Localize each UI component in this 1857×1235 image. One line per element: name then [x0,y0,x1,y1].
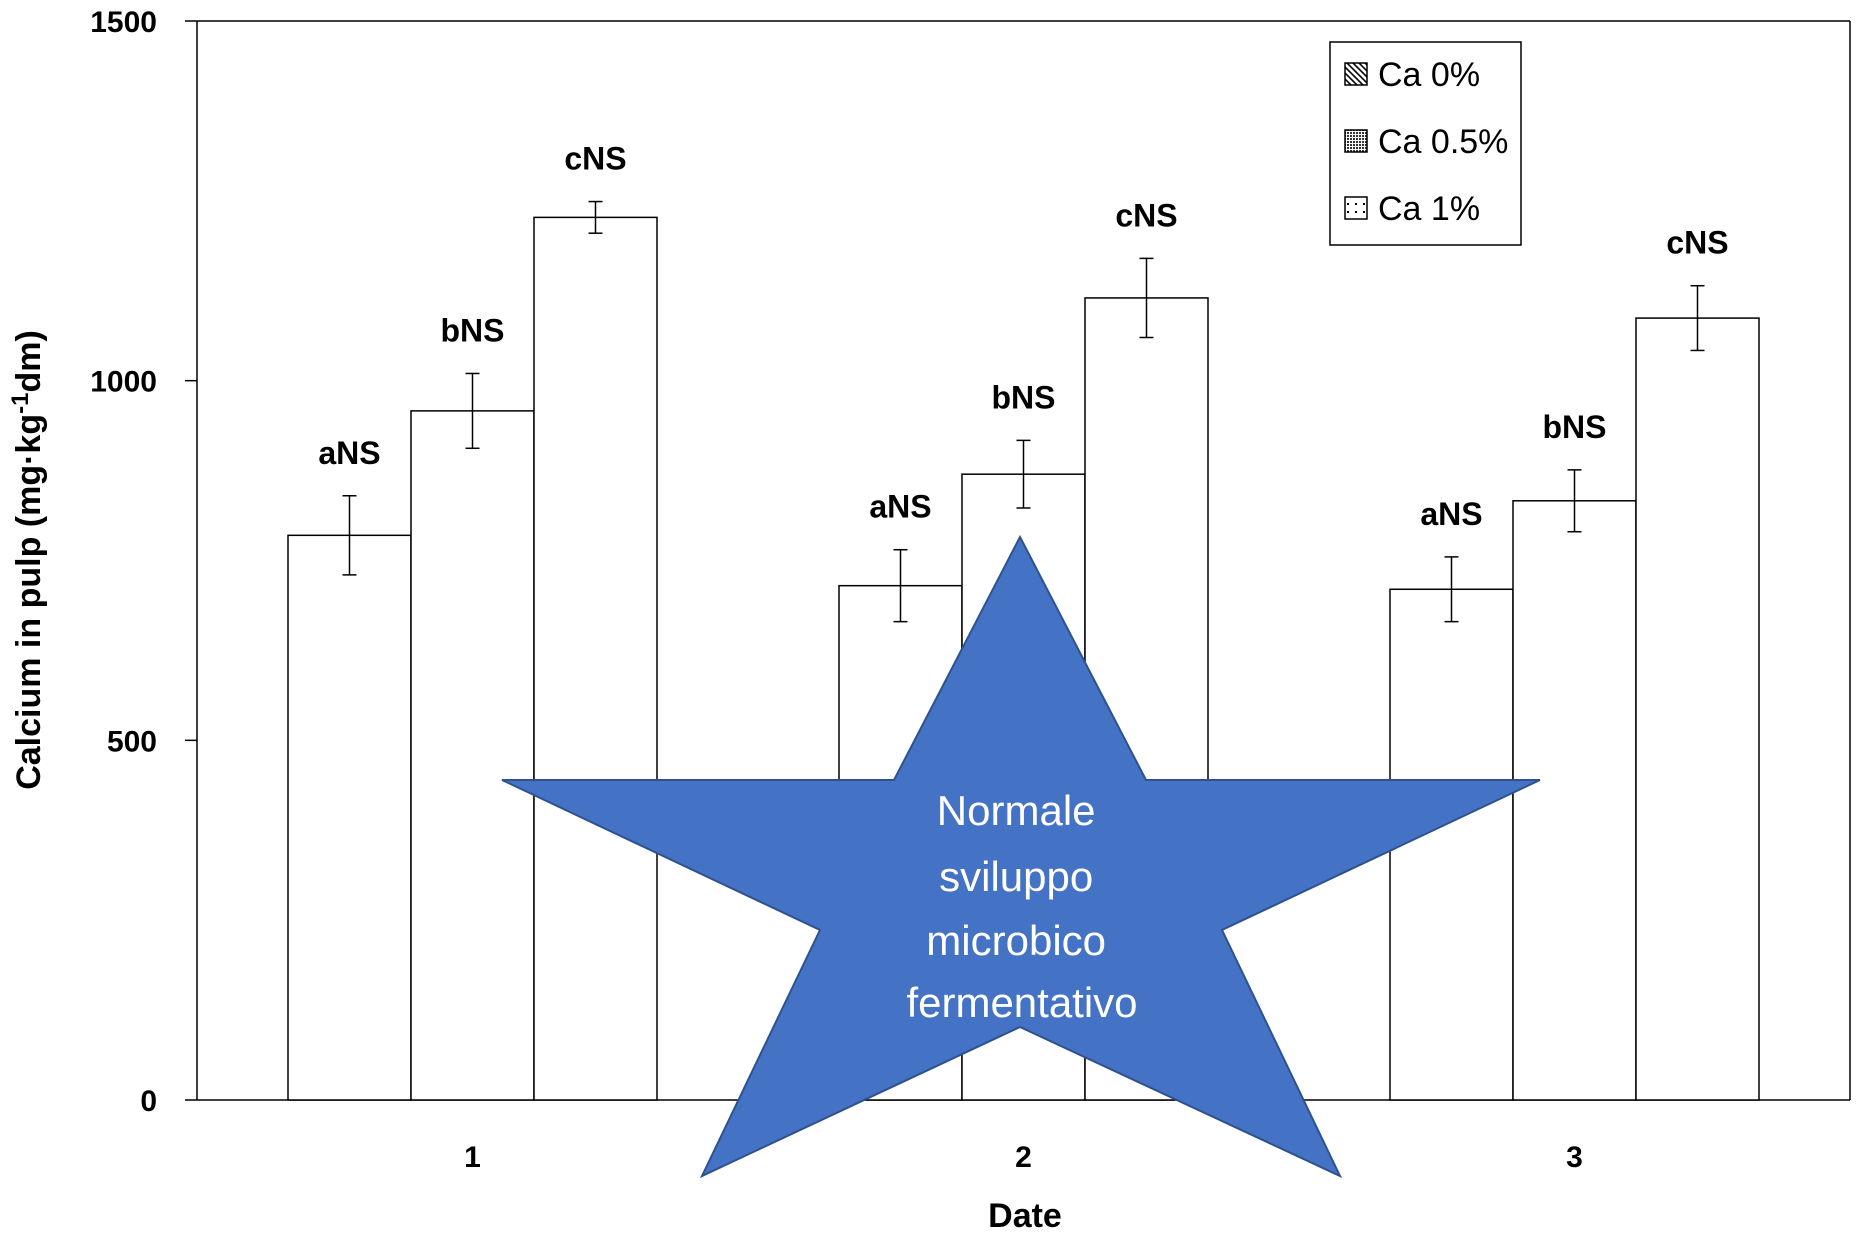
legend-label: Ca 0.5% [1378,123,1508,161]
x-axis-ticks: 1 2 3 [464,1141,1583,1174]
star-text: Normale sviluppo microbico fermentativo [906,787,1137,1026]
bar [287,534,412,1101]
x-tick-label: 1 [464,1141,481,1174]
bar [1635,317,1760,1101]
legend-swatch-diagonal-icon [1344,62,1368,86]
data-label: cNS [1666,225,1728,261]
legend-item: Ca 1% [1344,190,1480,228]
data-label: aNS [869,489,931,525]
x-axis-title: Date [988,1197,1062,1235]
bar [1512,500,1637,1101]
data-label: bNS [441,312,505,348]
bar [1389,588,1514,1101]
star-text-line: fermentativo [906,979,1137,1026]
legend-swatch-dense-dots-icon [1344,129,1368,153]
data-label: bNS [992,379,1056,415]
legend-label: Ca 1% [1378,190,1480,228]
y-tick-label: 1000 [90,366,157,399]
x-tick-label: 3 [1566,1141,1583,1174]
legend: Ca 0% Ca 0.5% Ca 1% [1329,41,1522,246]
y-tick-label: 0 [140,1085,157,1118]
data-label: bNS [1543,409,1607,445]
legend-item: Ca 0.5% [1344,123,1508,161]
star-text-line: Normale [937,787,1096,834]
legend-swatch-sparse-dots-icon [1344,196,1368,220]
y-tick-label: 1500 [90,6,157,39]
star-callout: Normale sviluppo microbico fermentativo [501,534,1541,1179]
data-label: cNS [1115,197,1177,233]
star-icon [501,534,1541,1179]
y-axis-ticks: 0 500 1000 1500 [90,6,197,1118]
y-axis-title: Calcium in pulp (mg·kg-1dm) [7,330,48,790]
star-text-line: sviluppo [939,853,1093,900]
bar [410,410,535,1101]
bar [533,216,658,1101]
y-tick-label: 500 [107,725,157,758]
data-label: cNS [564,141,626,177]
legend-label: Ca 0% [1378,56,1480,94]
legend-item: Ca 0% [1344,56,1480,94]
data-label: aNS [318,435,380,471]
x-tick-label: 2 [1015,1141,1032,1174]
data-label: aNS [1420,496,1482,532]
y-axis-title-superscript: -1 [7,393,34,414]
star-text-line: microbico [926,917,1106,964]
